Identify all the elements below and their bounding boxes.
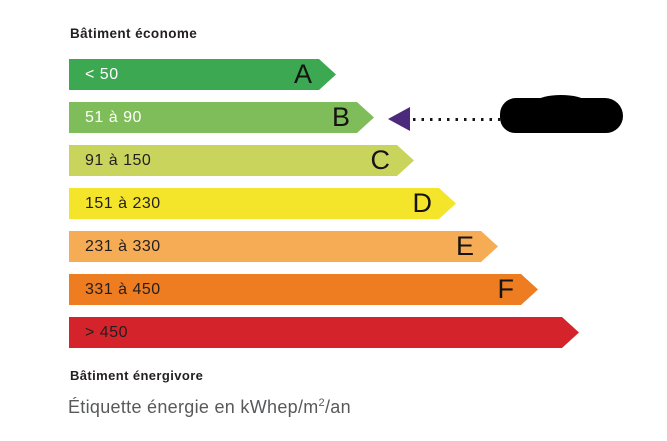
energy-bar-C: 91 à 150 C: [69, 145, 414, 176]
caption-prefix: Étiquette énergie en kWhep/m: [68, 397, 319, 417]
caption-suffix: /an: [324, 397, 351, 417]
label-caption: Étiquette énergie en kWhep/m2/an: [68, 397, 351, 418]
energy-scale: < 50 A 51 à 90 B 91 à 150 C 151 à 230 D …: [69, 59, 579, 360]
energy-bar-E: 231 à 330 E: [69, 231, 498, 262]
dotted-connector-line: [413, 118, 500, 121]
economical-building-label: Bâtiment économe: [70, 26, 198, 41]
class-letter: E: [455, 231, 474, 261]
range-label: 231 à 330: [85, 237, 161, 255]
energy-guzzling-building-label: Bâtiment énergivore: [70, 368, 204, 383]
class-letter: D: [412, 188, 432, 218]
range-label: 331 à 450: [85, 280, 161, 298]
selection-arrow-icon: [388, 107, 410, 131]
energy-bar-A: < 50 A: [69, 59, 336, 90]
class-letter: A: [293, 59, 312, 89]
energy-bar-F: 331 à 450 F: [69, 274, 538, 305]
range-label: 151 à 230: [85, 194, 161, 212]
class-letter: F: [497, 274, 514, 304]
energy-bar-D: 151 à 230 D: [69, 188, 456, 219]
range-label: > 450: [85, 323, 128, 341]
range-label: 91 à 150: [85, 151, 152, 169]
redaction-blob: [500, 95, 623, 133]
range-label: 51 à 90: [85, 108, 142, 126]
caption-superscript: 2: [318, 397, 325, 409]
energy-bar-B: 51 à 90 B: [69, 102, 374, 133]
energy-bar-G: > 450: [69, 317, 579, 348]
class-letter: C: [370, 145, 390, 175]
class-letter: B: [331, 102, 350, 132]
range-label: < 50: [85, 65, 119, 83]
